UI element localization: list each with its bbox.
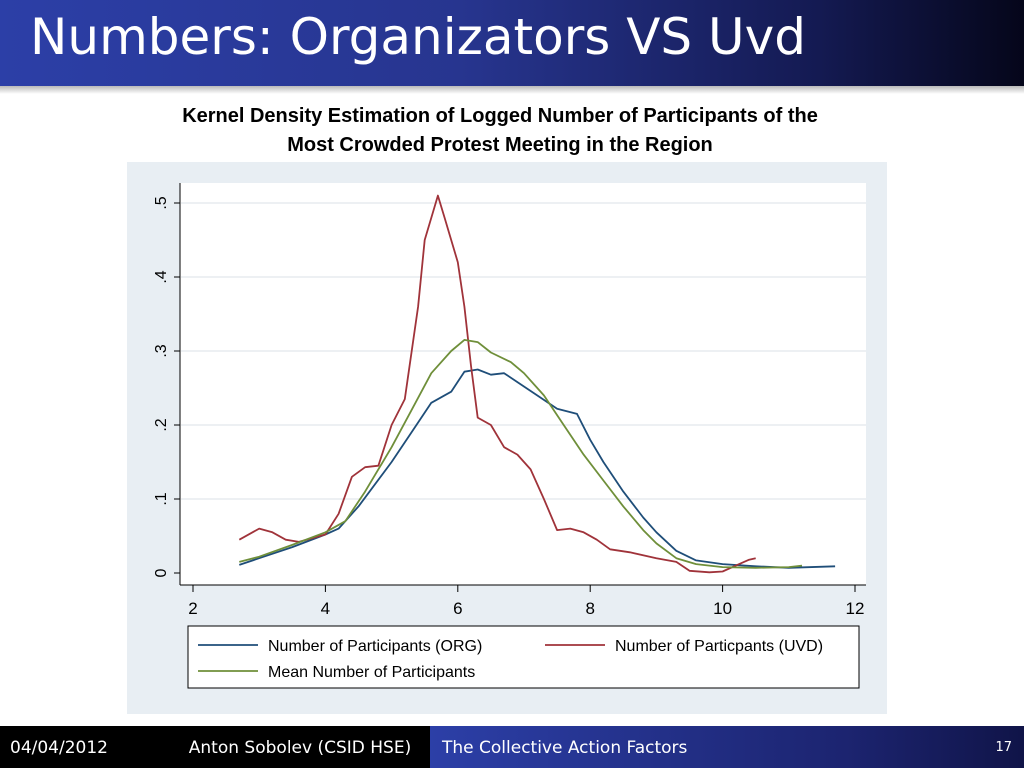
chart-title-line-1: Kernel Density Estimation of Logged Numb… [182,105,818,127]
plot-area [180,183,866,585]
y-tick-label: .2 [153,418,170,431]
y-tick-label: .1 [153,492,170,505]
chart-title-line-2: Most Crowded Protest Meeting in the Regi… [287,134,713,156]
x-tick-label: 2 [188,599,197,618]
tick-labels: 0 .1 .2 .3 .4 .5 2 4 6 8 10 12 [153,196,864,618]
title-shadow [0,86,1024,94]
page-number: 17 [995,740,1012,755]
slide-title-bar: Numbers: Organizators VS Uvd [0,0,1024,86]
x-tick-label: 10 [713,599,732,618]
legend: Number of Participants (ORG) Number of Pa… [187,625,860,689]
footer-author: Anton Sobolev (CSID HSE) [170,726,430,768]
legend-label-3: Mean Number of Participants [268,664,475,681]
legend-label-1: Number of Participants (ORG) [268,638,482,655]
legend-label-2: Number of Particpants (UVD) [615,638,823,655]
footer-topic: The Collective Action Factors [442,738,688,758]
legend-box [187,625,860,689]
footer-date: 04/04/2012 [0,726,170,768]
y-tick-label: .4 [153,270,170,283]
series-lines [238,194,836,574]
y-tick-label: .3 [153,344,170,357]
series-line-2 [238,194,756,574]
y-tick-label: .5 [153,196,170,209]
series-line-3 [239,339,803,569]
y-tick-label: 0 [153,568,170,577]
gridlines [181,202,866,500]
footer: 04/04/2012 Anton Sobolev (CSID HSE) The … [0,726,1024,768]
axes [174,183,866,592]
footer-topic-bar: The Collective Action Factors 17 [430,726,1024,768]
slide-title: Numbers: Organizators VS Uvd [30,8,806,66]
x-tick-label: 6 [453,599,462,618]
x-tick-label: 4 [321,599,330,618]
series-line-1 [239,368,836,569]
x-tick-label: 8 [585,599,594,618]
x-tick-label: 12 [846,599,865,618]
